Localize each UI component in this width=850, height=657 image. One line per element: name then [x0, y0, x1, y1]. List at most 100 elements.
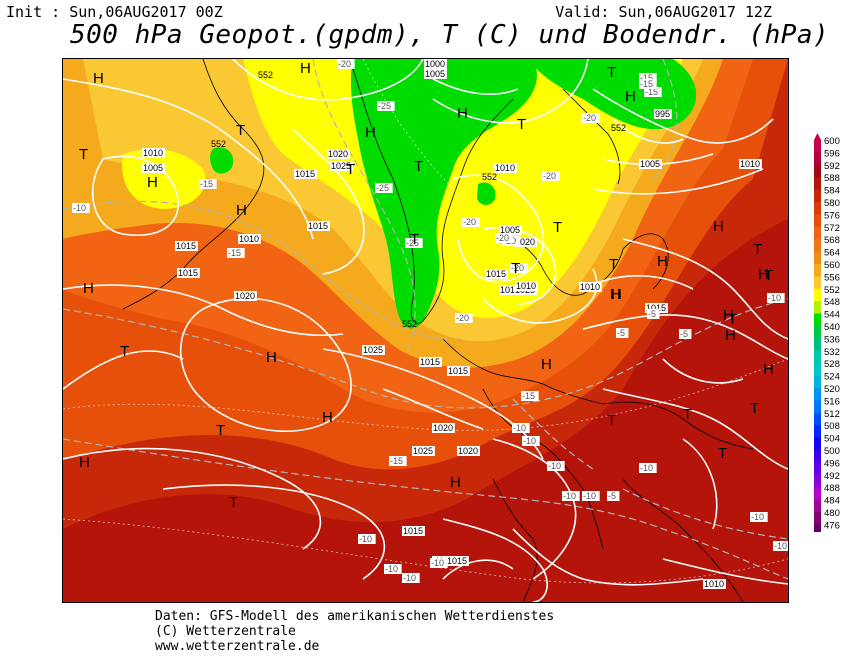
low-pressure-marker: T	[609, 256, 618, 273]
isobar-label-bg	[447, 366, 470, 376]
isobar-label: 1020	[458, 446, 478, 456]
isotherm-label-bg	[542, 171, 560, 181]
high-pressure-marker: H	[611, 286, 622, 303]
isobar-label-bg	[739, 159, 762, 169]
isotherm-label: -10	[523, 436, 536, 446]
isobar-label: 995	[655, 109, 670, 119]
isobar-label-bg	[494, 163, 517, 173]
isotherm-label: -10	[359, 534, 372, 544]
isobar-label-bg	[307, 221, 330, 231]
isotherm-label: -20	[338, 59, 351, 69]
scale-swatch	[814, 251, 821, 265]
isobar-label: 1015	[486, 269, 506, 279]
isobar-label-bg	[515, 281, 538, 291]
isobar-label: 1015	[295, 169, 315, 179]
color-scale: 6005965925885845805765725685645605565525…	[814, 133, 840, 532]
isotherm-label: -15	[228, 248, 241, 258]
scale-swatch	[814, 239, 821, 253]
isobar-label: 1020	[515, 237, 535, 247]
isobar-label: 1010	[143, 148, 163, 158]
isobar-label: 1015	[176, 241, 196, 251]
isobar-label-bg	[175, 241, 198, 251]
geopot-label: 552	[402, 319, 417, 329]
isobar-label-bg	[412, 446, 435, 456]
isobar-label: 1015	[646, 303, 666, 313]
isobar-label: 1015	[448, 366, 468, 376]
scale-swatch	[814, 164, 821, 178]
isotherm-label-bg	[375, 183, 393, 193]
isobar-label: 1010	[516, 281, 536, 291]
isotherm-label-bg	[199, 179, 217, 189]
high-pressure-marker: H	[610, 286, 621, 303]
isotherm-label-bg	[750, 512, 768, 522]
scale-swatch	[814, 301, 821, 315]
isotherm-label-bg	[405, 238, 423, 248]
scale-label: 516	[824, 396, 840, 407]
isobar-label: 1025	[363, 345, 383, 355]
high-pressure-marker: H	[300, 60, 311, 77]
isobar-label-bg	[419, 357, 442, 367]
isotherm-label: -15	[390, 456, 403, 466]
scale-label: 500	[824, 446, 840, 457]
isotherm-label-bg	[562, 491, 580, 501]
low-pressure-marker: T	[607, 64, 616, 81]
init-time: Init : Sun,06AUG2017 00Z	[6, 3, 223, 21]
geopot-contours	[63, 59, 788, 584]
low-pressure-marker: T	[750, 400, 759, 417]
isotherm-label-bg	[644, 87, 662, 97]
isobar-label: 1015	[178, 268, 198, 278]
isotherm-label: -15	[522, 391, 535, 401]
scale-swatch	[814, 400, 821, 414]
low-pressure-marker: T	[346, 161, 355, 178]
isotherm-label: -25	[406, 238, 419, 248]
isobar-label-bg	[499, 285, 522, 295]
isotherm-label: -10	[385, 564, 398, 574]
isobar-label: 1020	[433, 423, 453, 433]
scale-label: 548	[824, 297, 840, 308]
isotherm-label-bg	[227, 248, 245, 258]
field-green-small1	[210, 147, 234, 174]
isotherm-label-bg	[522, 436, 540, 446]
scale-label: 584	[824, 186, 840, 197]
field-green-small2	[477, 182, 496, 205]
isotherm-label: -10	[583, 491, 596, 501]
high-pressure-marker: H	[657, 253, 668, 270]
scale-swatch	[814, 437, 821, 451]
scale-swatch	[814, 326, 821, 339]
isobar-label-bg	[499, 225, 522, 235]
isobar-label: 1005	[143, 163, 163, 173]
scale-label: 564	[824, 248, 840, 259]
isotherm-label: -10	[768, 293, 781, 303]
scale-label: 544	[824, 310, 840, 321]
isotherm-label-bg	[639, 79, 657, 89]
isotherm-label: -15	[640, 73, 653, 83]
scale-swatch	[814, 226, 821, 240]
scale-label: 484	[824, 496, 840, 507]
field-yellow	[243, 59, 683, 318]
scale-label: 488	[824, 483, 840, 494]
isotherm-label: -20	[496, 233, 509, 243]
geopot-label: 552	[611, 123, 626, 133]
isobar-label-bg	[362, 345, 385, 355]
scale-label: 592	[824, 161, 840, 172]
field-green-greenland	[350, 59, 537, 329]
high-pressure-marker: H	[625, 88, 636, 105]
isobar-label: 1000	[425, 59, 445, 69]
isobar-label: 1010	[500, 285, 520, 295]
scale-label: 532	[824, 347, 840, 358]
isotherm-label: -10	[431, 558, 444, 568]
isotherm-label-bg	[430, 558, 448, 568]
isobar-label-bg	[654, 109, 672, 119]
isobar-label: 1015	[403, 526, 423, 536]
isotherm-label-bg	[402, 573, 420, 583]
isotherm-label: -20	[543, 171, 556, 181]
isotherm-label: -20	[583, 113, 596, 123]
isotherm-label: -10	[513, 423, 526, 433]
low-pressure-marker: T	[410, 231, 419, 248]
isobar-label-bg	[294, 169, 317, 179]
scale-swatch	[814, 363, 821, 377]
footer-copyright: (C) Wetterzentrale	[155, 624, 296, 639]
low-pressure-marker: T	[683, 406, 692, 423]
isotherm-label-bg	[547, 461, 565, 471]
scale-label: 572	[824, 223, 840, 234]
